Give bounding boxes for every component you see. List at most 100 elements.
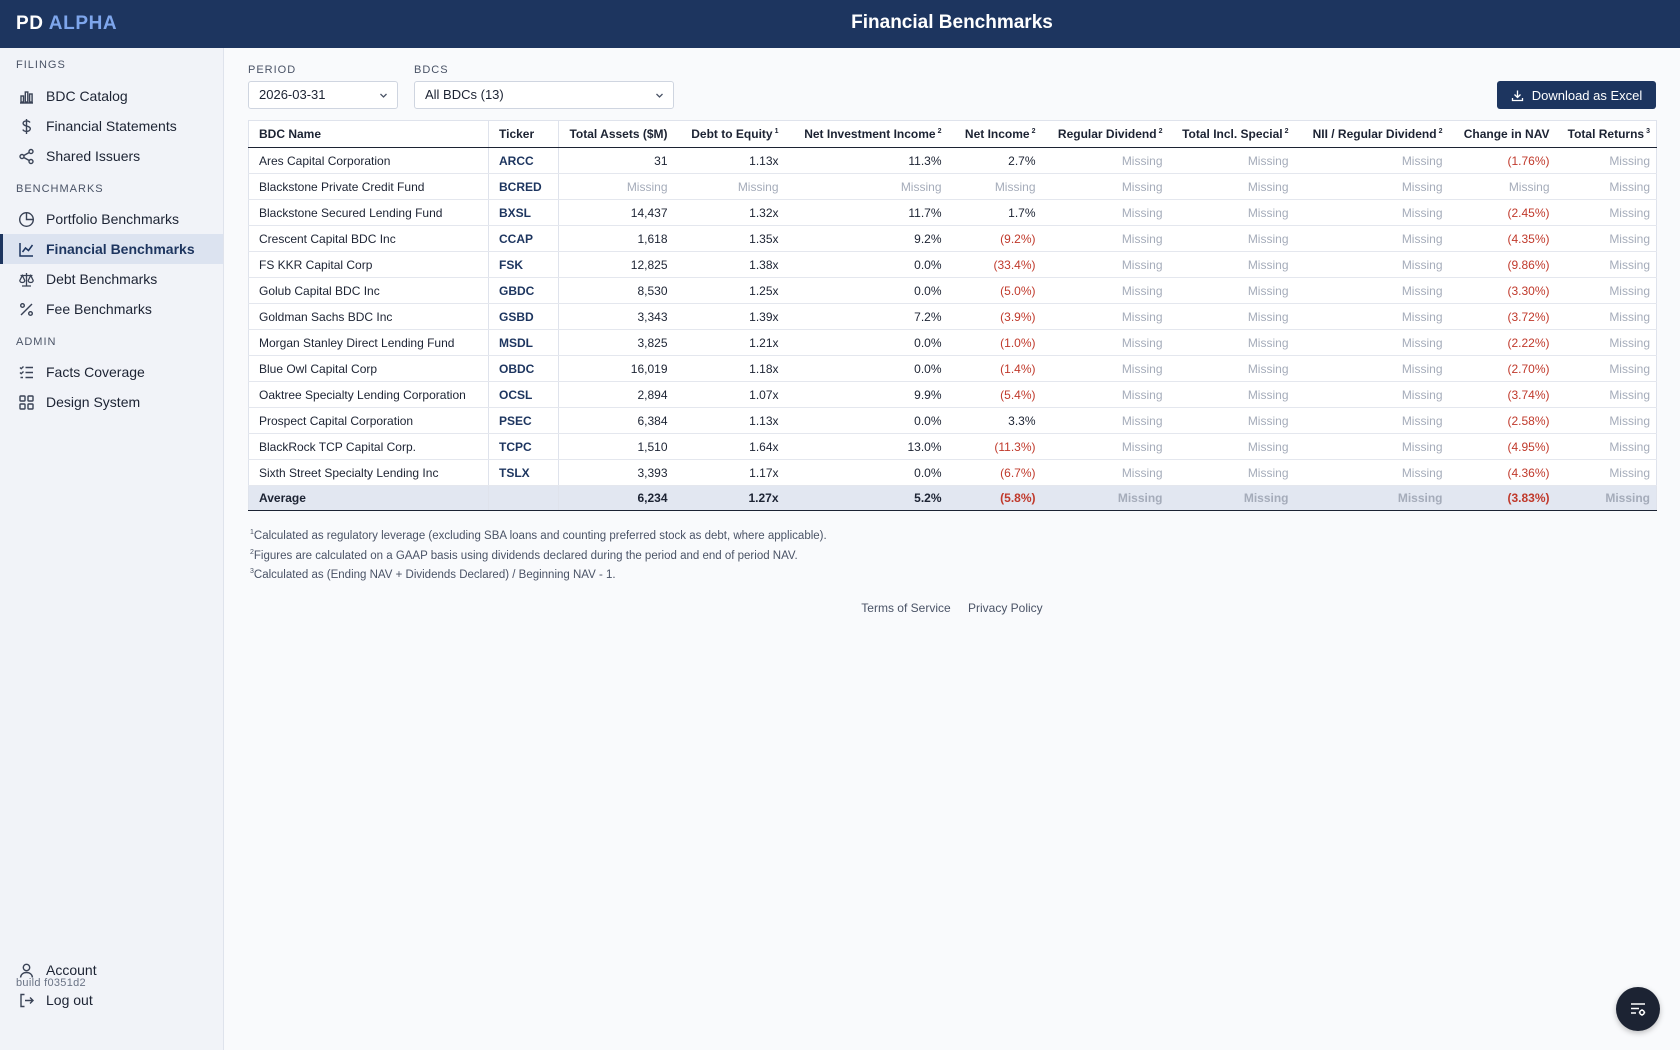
cell-debt-to-equity: 1.07x bbox=[673, 381, 785, 408]
cell-ticker[interactable]: TCPC bbox=[488, 433, 559, 460]
sidebar-item-account[interactable]: Account bbox=[0, 955, 223, 985]
cell-ticker[interactable]: OCSL bbox=[488, 381, 559, 408]
table-row: FS KKR Capital Corp FSK 12,825 1.38x 0.0% (33… bbox=[248, 251, 1657, 278]
table-row: Sixth Street Specialty Lending Inc TSLX 3,… bbox=[248, 459, 1657, 486]
sidebar-item-financial-statements[interactable]: Financial Statements bbox=[0, 111, 223, 141]
sidebar-item-facts-coverage[interactable]: Facts Coverage bbox=[0, 357, 223, 387]
sidebar-item-label: Shared Issuers bbox=[46, 148, 141, 164]
sidebar-item-financial-benchmarks[interactable]: Financial Benchmarks bbox=[0, 234, 223, 264]
cell-net-income: (11.3%) bbox=[947, 433, 1042, 460]
cell-total-incl-special: Missing bbox=[1168, 329, 1295, 356]
cell-total-returns: Missing bbox=[1555, 199, 1657, 226]
column-header-total-assets[interactable]: Total Assets ($M) bbox=[558, 120, 674, 148]
cell-debt-to-equity: 1.21x bbox=[673, 329, 785, 356]
sidebar-item-debt-benchmarks[interactable]: Debt Benchmarks bbox=[0, 264, 223, 294]
table-header-row: BDC Name Ticker Total Assets ($M) Debt to E… bbox=[248, 120, 1657, 148]
sidebar-item-label: Log out bbox=[46, 992, 93, 1008]
column-header-bdc-name[interactable]: BDC Name bbox=[248, 120, 489, 148]
cell-ticker[interactable]: FSK bbox=[488, 251, 559, 278]
download-excel-button[interactable]: Download as Excel bbox=[1497, 81, 1656, 109]
cell-net-income: Missing bbox=[947, 173, 1042, 200]
column-header-net-income[interactable]: Net Income 2 bbox=[947, 120, 1042, 148]
sidebar-item-label: Financial Statements bbox=[46, 118, 177, 134]
terms-link[interactable]: Terms of Service bbox=[861, 601, 951, 615]
sidebar-item-bdc-catalog[interactable]: BDC Catalog bbox=[0, 81, 223, 111]
cell-nii-regular-dividend: Missing bbox=[1294, 459, 1449, 486]
sidebar-item-label: Design System bbox=[46, 394, 141, 410]
cell-total-assets: 16,019 bbox=[558, 355, 674, 382]
bar-chart-icon bbox=[20, 91, 33, 104]
cell-ticker[interactable]: PSEC bbox=[488, 407, 559, 434]
table-row: Goldman Sachs BDC Inc GSBD 3,343 1.39x 7.2%(… bbox=[248, 303, 1657, 330]
user-icon bbox=[19, 963, 34, 978]
cell-regular-dividend: Missing bbox=[1041, 329, 1169, 356]
column-header-regular-dividend[interactable]: Regular Dividend 2 bbox=[1041, 120, 1169, 148]
cell-total-incl-special: Missing bbox=[1168, 485, 1295, 511]
cell-net-investment-income: 9.9% bbox=[784, 381, 948, 408]
cell-bdc-name: Sixth Street Specialty Lending Inc bbox=[248, 459, 489, 486]
logo[interactable]: PD ALPHA bbox=[16, 0, 117, 48]
cell-net-investment-income: 0.0% bbox=[784, 355, 948, 382]
cell-bdc-name: BlackRock TCP Capital Corp. bbox=[248, 433, 489, 460]
cell-total-incl-special: Missing bbox=[1168, 407, 1295, 434]
sidebar-item-fee-benchmarks[interactable]: Fee Benchmarks bbox=[0, 294, 223, 324]
line-chart-icon bbox=[19, 243, 34, 257]
cell-change-in-nav: (2.58%) bbox=[1448, 407, 1556, 434]
sidebar-item-portfolio-benchmarks[interactable]: Portfolio Benchmarks bbox=[0, 204, 223, 234]
cell-total-assets: 12,825 bbox=[558, 251, 674, 278]
sidebar-item-label: Financial Benchmarks bbox=[46, 241, 195, 257]
cell-net-income: (5.4%) bbox=[947, 381, 1042, 408]
sidebar-item-label: Portfolio Benchmarks bbox=[46, 211, 180, 227]
cell-ticker[interactable]: TSLX bbox=[488, 459, 559, 486]
cell-net-income: (33.4%) bbox=[947, 251, 1042, 278]
bdcs-select-value: All BDCs (13) bbox=[425, 87, 504, 102]
cell-total-incl-special: Missing bbox=[1168, 173, 1295, 200]
cell-bdc-name: Oaktree Specialty Lending Corporation bbox=[248, 381, 489, 408]
cell-ticker[interactable]: OBDC bbox=[488, 355, 559, 382]
floating-action-button[interactable] bbox=[1616, 987, 1660, 1031]
cell-debt-to-equity: 1.27x bbox=[673, 485, 785, 511]
cell-ticker[interactable]: GBDC bbox=[488, 277, 559, 304]
bdcs-select[interactable]: All BDCs (13) bbox=[414, 81, 674, 109]
period-select[interactable]: 2026-03-31 bbox=[248, 81, 398, 109]
cell-ticker[interactable]: BXSL bbox=[488, 199, 559, 226]
logo-accent: ALPHA bbox=[48, 13, 118, 34]
cell-net-investment-income: 11.7% bbox=[784, 199, 948, 226]
cell-total-incl-special: Missing bbox=[1168, 277, 1295, 304]
cell-nii-regular-dividend: Missing bbox=[1294, 199, 1449, 226]
cell-ticker[interactable]: GSBD bbox=[488, 303, 559, 330]
column-header-change-in-nav[interactable]: Change in NAV bbox=[1448, 120, 1556, 148]
cell-ticker[interactable]: BCRED bbox=[488, 173, 559, 200]
percent-icon bbox=[20, 303, 33, 316]
cell-bdc-name: FS KKR Capital Corp bbox=[248, 251, 489, 278]
cell-net-income: (1.4%) bbox=[947, 355, 1042, 382]
sidebar-item-log-out[interactable]: Log out bbox=[0, 985, 223, 1015]
column-header-net-investment-income[interactable]: Net Investment Income 2 bbox=[784, 120, 948, 148]
column-header-total-returns[interactable]: Total Returns 3 bbox=[1555, 120, 1657, 148]
table-row: Crescent Capital BDC Inc CCAP 1,618 1.35x 9.… bbox=[248, 225, 1657, 252]
cell-net-income: (6.7%) bbox=[947, 459, 1042, 486]
cell-debt-to-equity: 1.35x bbox=[673, 225, 785, 252]
cell-ticker[interactable]: CCAP bbox=[488, 225, 559, 252]
cell-ticker[interactable]: MSDL bbox=[488, 329, 559, 356]
cell-nii-regular-dividend: Missing bbox=[1294, 329, 1449, 356]
cell-bdc-name: Blackstone Secured Lending Fund bbox=[248, 199, 489, 226]
column-header-nii-regular-dividend[interactable]: NII / Regular Dividend 2 bbox=[1294, 120, 1449, 148]
table-row: Blue Owl Capital Corp OBDC 16,019 1.18x 0.0%… bbox=[248, 355, 1657, 382]
column-header-total-incl-special[interactable]: Total Incl. Special 2 bbox=[1168, 120, 1295, 148]
cell-change-in-nav: (4.95%) bbox=[1448, 433, 1556, 460]
cell-total-returns: Missing bbox=[1555, 277, 1657, 304]
column-header-ticker[interactable]: Ticker bbox=[488, 120, 559, 148]
cell-regular-dividend: Missing bbox=[1041, 251, 1169, 278]
table-row: Ares Capital Corporation ARCC 31 1.13x 11.3%… bbox=[248, 147, 1657, 174]
cell-ticker[interactable]: ARCC bbox=[488, 147, 559, 174]
privacy-link[interactable]: Privacy Policy bbox=[968, 601, 1043, 615]
sidebar-item-design-system[interactable]: Design System bbox=[0, 387, 223, 417]
column-header-debt-to-equity[interactable]: Debt to Equity 1 bbox=[673, 120, 785, 148]
cell-total-assets: 6,384 bbox=[558, 407, 674, 434]
cell-nii-regular-dividend: Missing bbox=[1294, 433, 1449, 460]
table-row: Blackstone Secured Lending Fund BXSL 14,43… bbox=[248, 199, 1657, 226]
cell-debt-to-equity: 1.64x bbox=[673, 433, 785, 460]
sidebar-item-shared-issuers[interactable]: Shared Issuers bbox=[0, 141, 223, 171]
cell-total-returns: Missing bbox=[1555, 251, 1657, 278]
